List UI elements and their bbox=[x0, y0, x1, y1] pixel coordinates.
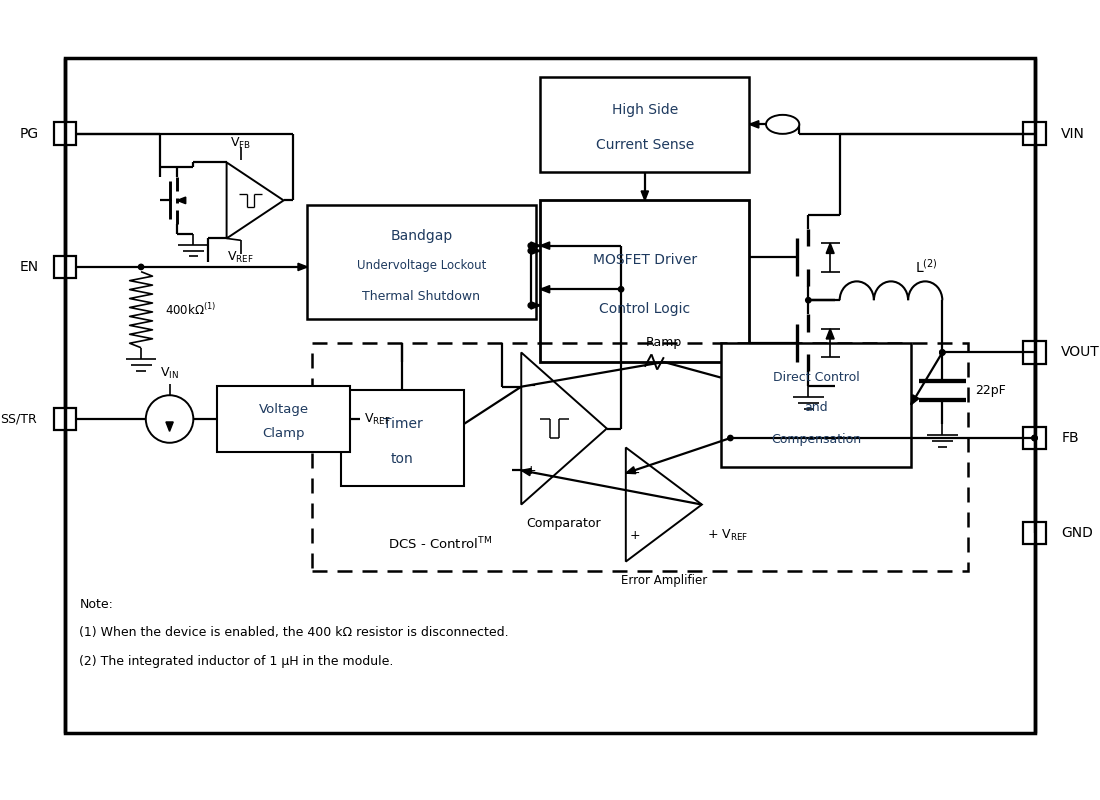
Text: +: + bbox=[630, 530, 640, 542]
Text: V$_{\rm IN}$: V$_{\rm IN}$ bbox=[161, 366, 179, 381]
Text: ton: ton bbox=[392, 452, 414, 466]
Polygon shape bbox=[826, 243, 834, 254]
Polygon shape bbox=[540, 286, 550, 293]
Text: Current Sense: Current Sense bbox=[596, 138, 694, 152]
Text: Compensation: Compensation bbox=[771, 433, 861, 446]
Circle shape bbox=[139, 264, 144, 270]
Polygon shape bbox=[166, 422, 173, 431]
Polygon shape bbox=[531, 302, 540, 309]
Text: FB: FB bbox=[1062, 431, 1079, 445]
Text: Comparator: Comparator bbox=[527, 517, 602, 530]
Polygon shape bbox=[749, 121, 759, 128]
Polygon shape bbox=[298, 263, 307, 270]
Bar bbox=[720, 343, 911, 466]
Bar bbox=[54, 122, 76, 146]
Text: 22pF: 22pF bbox=[976, 384, 1007, 397]
Bar bbox=[1023, 341, 1046, 364]
Polygon shape bbox=[911, 395, 918, 405]
Ellipse shape bbox=[766, 115, 800, 134]
Bar bbox=[540, 200, 749, 362]
Text: Undervoltage Lockout: Undervoltage Lockout bbox=[356, 259, 486, 272]
Circle shape bbox=[939, 350, 945, 355]
Polygon shape bbox=[826, 329, 834, 339]
Bar bbox=[1023, 122, 1046, 146]
Text: MOSFET Driver: MOSFET Driver bbox=[593, 253, 697, 267]
Text: DCS - Control$^{\rm TM}$: DCS - Control$^{\rm TM}$ bbox=[388, 535, 492, 552]
Bar bbox=[312, 343, 968, 571]
Polygon shape bbox=[641, 191, 649, 200]
Polygon shape bbox=[521, 353, 607, 505]
Text: High Side: High Side bbox=[612, 103, 678, 117]
Text: EN: EN bbox=[20, 260, 38, 274]
Bar bbox=[307, 205, 536, 319]
Text: (1) When the device is enabled, the 400 kΩ resistor is disconnected.: (1) When the device is enabled, the 400 … bbox=[79, 626, 509, 639]
Polygon shape bbox=[531, 247, 540, 254]
Bar bbox=[54, 255, 76, 278]
Text: Clamp: Clamp bbox=[263, 427, 305, 440]
Bar bbox=[217, 386, 350, 452]
Text: Bandgap: Bandgap bbox=[390, 229, 452, 243]
Polygon shape bbox=[177, 197, 186, 204]
Text: 400k$\Omega^{(1)}$: 400k$\Omega^{(1)}$ bbox=[165, 302, 216, 318]
Text: VIN: VIN bbox=[1062, 127, 1085, 141]
Bar bbox=[65, 58, 1034, 733]
Text: Timer: Timer bbox=[383, 417, 422, 430]
Text: Control Logic: Control Logic bbox=[600, 302, 691, 316]
Circle shape bbox=[528, 248, 534, 254]
Text: V$_{\rm REF}$: V$_{\rm REF}$ bbox=[228, 250, 254, 265]
Circle shape bbox=[1032, 435, 1037, 441]
Circle shape bbox=[528, 243, 534, 248]
Polygon shape bbox=[626, 447, 702, 562]
Text: GND: GND bbox=[1062, 526, 1093, 540]
Text: Voltage: Voltage bbox=[258, 402, 309, 415]
Text: V$_{\rm FB}$: V$_{\rm FB}$ bbox=[230, 136, 252, 151]
Bar bbox=[540, 77, 749, 172]
Text: PG: PG bbox=[20, 127, 38, 141]
Polygon shape bbox=[521, 469, 531, 476]
Text: (2) The integrated inductor of 1 μH in the module.: (2) The integrated inductor of 1 μH in t… bbox=[79, 655, 394, 668]
Text: Ramp: Ramp bbox=[646, 337, 682, 350]
Polygon shape bbox=[227, 162, 284, 238]
Bar bbox=[1023, 426, 1046, 450]
Text: Note:: Note: bbox=[79, 598, 113, 611]
Circle shape bbox=[618, 286, 624, 292]
Circle shape bbox=[1032, 435, 1037, 441]
Circle shape bbox=[939, 350, 945, 355]
Text: V$_{\rm REF}$: V$_{\rm REF}$ bbox=[364, 411, 392, 426]
Circle shape bbox=[146, 395, 194, 442]
Polygon shape bbox=[540, 242, 550, 250]
Polygon shape bbox=[626, 466, 636, 474]
Bar bbox=[1023, 522, 1046, 545]
Text: −: − bbox=[630, 466, 640, 480]
Circle shape bbox=[528, 302, 534, 308]
Text: Error Amplifier: Error Amplifier bbox=[620, 574, 707, 587]
Text: −: − bbox=[526, 380, 536, 393]
Text: + V$_{\rm REF}$: + V$_{\rm REF}$ bbox=[706, 528, 748, 543]
Polygon shape bbox=[531, 242, 540, 250]
Text: Direct Control: Direct Control bbox=[772, 371, 859, 384]
Circle shape bbox=[728, 435, 733, 441]
Text: VOUT: VOUT bbox=[1062, 346, 1100, 359]
Text: and: and bbox=[804, 401, 827, 414]
Bar bbox=[341, 390, 464, 486]
Circle shape bbox=[805, 298, 811, 303]
Text: SS/TR: SS/TR bbox=[0, 413, 36, 426]
Text: Thermal Shutdown: Thermal Shutdown bbox=[363, 290, 481, 303]
Bar bbox=[54, 408, 76, 430]
Text: L$^{(2)}$: L$^{(2)}$ bbox=[915, 258, 937, 276]
Text: +: + bbox=[526, 464, 536, 477]
